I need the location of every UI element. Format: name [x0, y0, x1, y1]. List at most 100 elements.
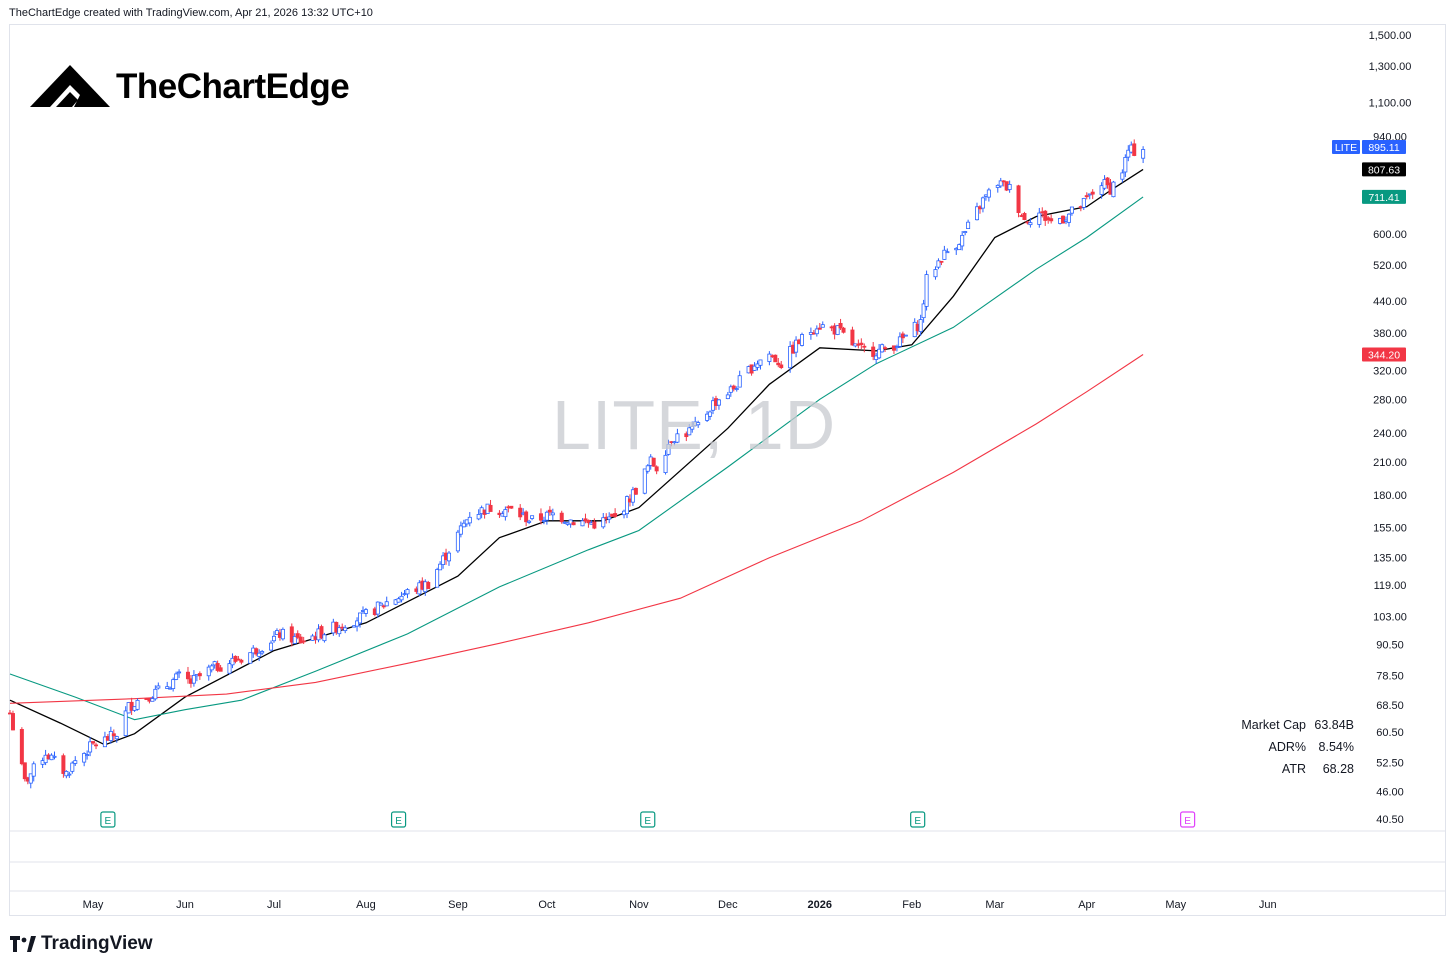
- earnings-marker-icon[interactable]: [1180, 811, 1196, 828]
- price-tag: [1362, 140, 1406, 155]
- candle: [820, 321, 825, 328]
- candle: [10, 710, 15, 731]
- candle-body: [731, 385, 736, 390]
- candle-body: [64, 771, 69, 777]
- stat-label: Market Cap: [1241, 718, 1306, 732]
- earnings-marker-icon[interactable]: [640, 811, 656, 828]
- candle: [123, 706, 128, 737]
- candle-body: [114, 736, 119, 740]
- candle-body: [82, 753, 87, 763]
- candle: [236, 655, 241, 661]
- candle-body: [73, 760, 78, 764]
- candle-body: [378, 602, 383, 606]
- candle-body: [153, 688, 158, 700]
- candle-body: [458, 525, 463, 535]
- candle-body: [933, 269, 938, 278]
- candle-body: [295, 633, 300, 638]
- candle-body: [794, 339, 799, 353]
- candle-body: [675, 433, 680, 443]
- candle: [509, 505, 514, 509]
- candle-body: [227, 663, 232, 674]
- candle: [88, 737, 93, 757]
- candle: [153, 685, 158, 701]
- candle: [111, 729, 116, 741]
- candle-body: [960, 234, 965, 247]
- candle: [185, 666, 190, 684]
- candle-body: [817, 327, 822, 330]
- candle: [177, 669, 182, 678]
- candle: [319, 624, 324, 640]
- candle: [675, 428, 680, 444]
- candle-body: [859, 342, 864, 345]
- earnings-marker-icon[interactable]: [910, 811, 926, 828]
- time-axis[interactable]: May Jun Jul Aug Sep Oct Nov Dec 2026 Feb Mar Apr May…: [83, 899, 1277, 911]
- candle-body: [788, 346, 793, 369]
- candle: [31, 761, 36, 782]
- candle: [503, 506, 508, 521]
- candle-body: [1105, 177, 1110, 186]
- candle: [586, 519, 591, 528]
- candle: [426, 580, 431, 589]
- candle-body: [185, 671, 190, 680]
- candle-body: [966, 221, 971, 229]
- candle-body: [1016, 185, 1021, 213]
- candle-body: [559, 512, 564, 523]
- candle: [788, 341, 793, 373]
- candle: [1099, 182, 1104, 199]
- candle-body: [734, 388, 739, 390]
- candle-body: [607, 516, 612, 520]
- candle: [731, 384, 736, 392]
- candle-body: [1120, 172, 1125, 180]
- candle-body: [871, 346, 876, 357]
- candle: [862, 343, 867, 353]
- time-axis-tick-label: Mar: [985, 899, 1004, 911]
- candle: [918, 314, 923, 336]
- stat-label: ATR: [1281, 762, 1306, 776]
- candles: [7, 139, 1146, 789]
- candle: [248, 652, 253, 664]
- earnings-marker-icon[interactable]: [390, 811, 407, 828]
- candle-body: [838, 322, 843, 329]
- candle-body: [1132, 143, 1137, 156]
- candle-body: [758, 359, 763, 366]
- candle-body: [455, 531, 460, 552]
- candle-body: [1028, 222, 1033, 226]
- candle-body: [280, 628, 285, 640]
- candle-body: [1123, 157, 1128, 173]
- candle-body: [102, 736, 107, 748]
- candle-body: [752, 365, 757, 371]
- candle-body: [447, 552, 452, 562]
- candle: [936, 258, 941, 270]
- candle-body: [924, 274, 929, 307]
- candle-body: [518, 507, 523, 518]
- price-axis-tick-label: 210.00: [1373, 457, 1407, 469]
- candle: [22, 762, 27, 782]
- candle: [19, 727, 24, 766]
- candle: [358, 612, 363, 628]
- candle-body: [716, 399, 721, 406]
- candle-body: [897, 336, 902, 347]
- candle: [363, 607, 368, 617]
- chart-frame: [9, 24, 1446, 916]
- candle: [1043, 209, 1048, 226]
- candle-body: [209, 665, 214, 671]
- price-tag-value: 895.11: [1368, 142, 1399, 154]
- candle-body: [488, 504, 493, 512]
- earnings-marker-label: E: [1184, 816, 1191, 827]
- candle-body: [1111, 181, 1116, 198]
- earnings-marker-icon[interactable]: [100, 811, 116, 828]
- candle: [877, 344, 882, 360]
- candle: [630, 486, 635, 506]
- tradingview-logo-icon: [10, 936, 36, 952]
- candle-body: [963, 231, 968, 233]
- candle-body: [980, 197, 985, 209]
- candle-body: [1043, 210, 1048, 221]
- price-axis[interactable]: 1,500.001,300.001,100.00940.00600.00520.…: [1369, 30, 1412, 826]
- tradingview-footer[interactable]: TradingView: [10, 933, 153, 955]
- candle: [82, 752, 87, 767]
- candle-body: [690, 426, 695, 430]
- candle-body: [322, 634, 327, 642]
- candle-body: [645, 465, 650, 472]
- candle: [447, 550, 452, 566]
